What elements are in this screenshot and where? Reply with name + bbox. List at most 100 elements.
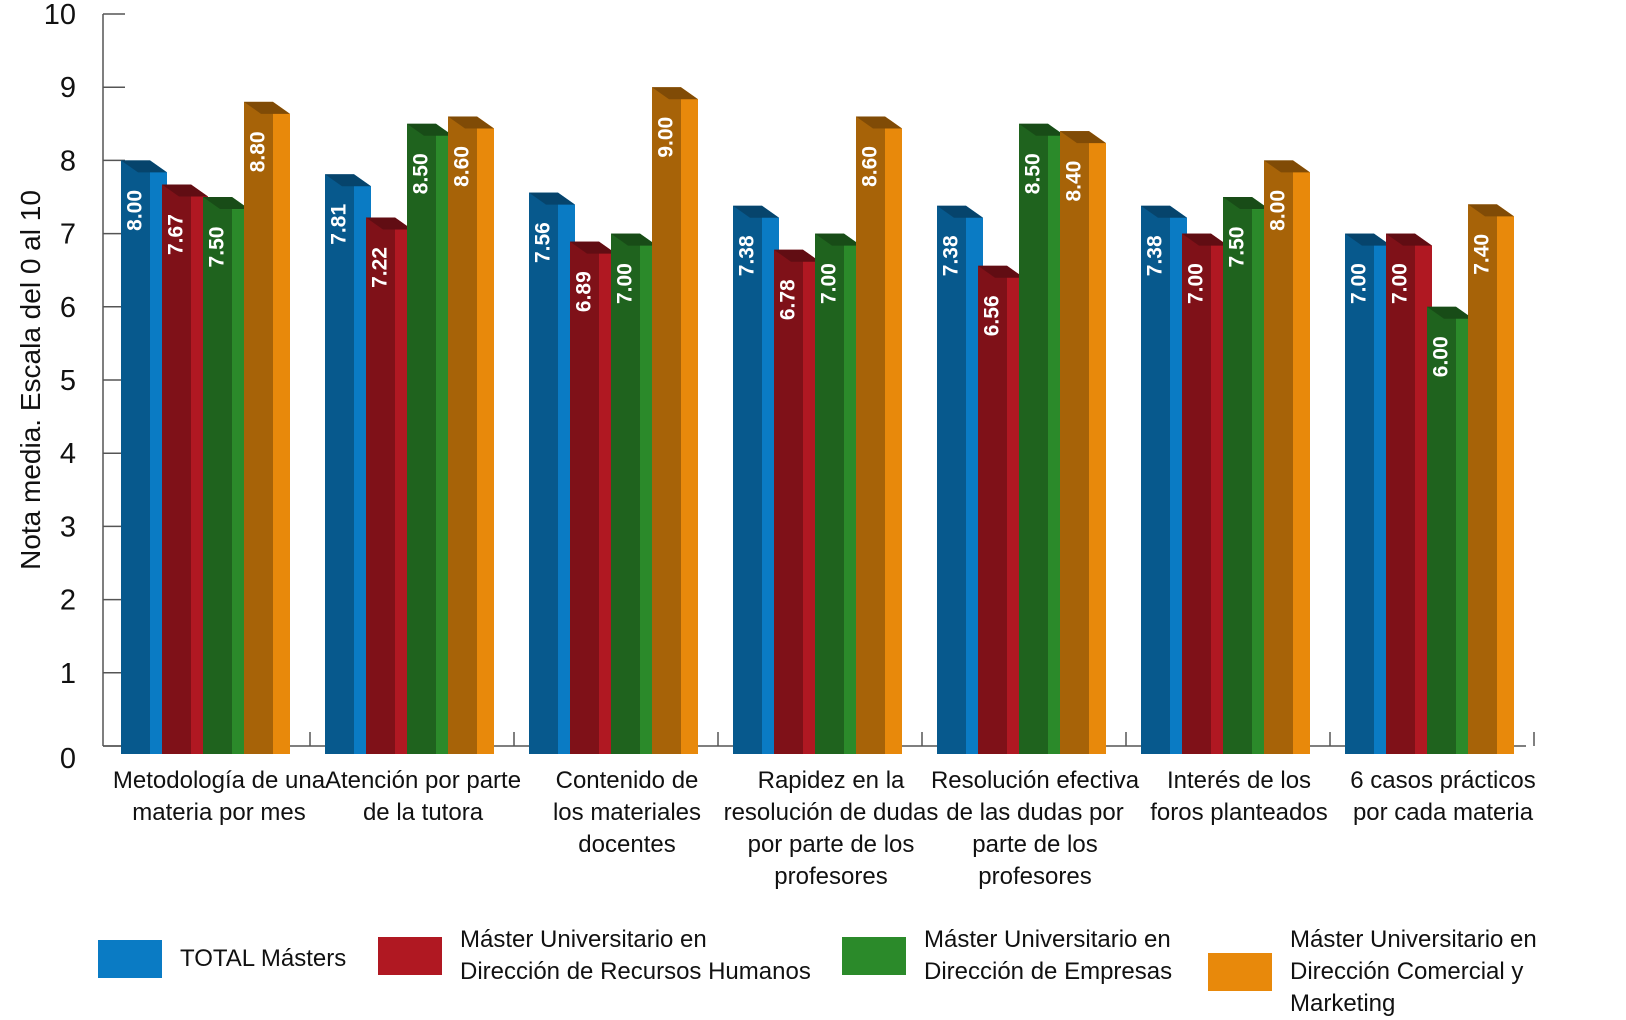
bar-value-label: 9.00 [655,117,678,158]
bar [1141,205,1187,754]
bar [774,249,820,755]
bar [1468,204,1514,754]
bar-front [978,265,1007,754]
bar-side [885,116,902,755]
bar-front [1141,205,1170,754]
bar-front [407,123,436,755]
bar-top [1182,233,1228,246]
legend-swatch-empresas [842,937,906,975]
bar-value-label: 7.38 [940,235,963,276]
bar-top [1345,233,1391,246]
bar-front [1223,197,1252,754]
bar-value-label: 7.22 [369,247,392,288]
bar-front [244,101,273,755]
bar [570,241,616,755]
legend-swatch-rrhh [378,937,442,975]
bar-value-label: 6.89 [573,271,596,312]
bar [366,217,412,755]
y-axis-title: Nota media. Escala del 0 al 10 [15,190,46,570]
bar-value-label: 7.00 [1389,263,1412,304]
bar-front [203,197,232,754]
bar-value-label: 8.00 [124,190,147,231]
bar-value-label: 7.00 [614,263,637,304]
legend-label-rrhh: Máster Universitario en Dirección de Rec… [460,926,811,985]
bar-front [774,249,803,755]
bar-top [611,233,657,246]
bar-top [1019,123,1065,136]
bar-value-label: 7.00 [1348,263,1371,304]
bar-front [121,160,150,754]
bar-front [652,87,681,754]
legend-label-marketing: Máster Universitario en Dirección Comerc… [1290,926,1537,1017]
x-category-label: de la tutora [363,799,484,826]
bar-front [529,192,558,754]
bar-front [1182,233,1211,755]
bar-value-label: 8.80 [247,131,270,172]
bar-top [1264,160,1310,173]
y-tick-label: 1 [60,658,76,690]
bar-top [978,265,1024,278]
bar-front [325,174,354,755]
bar-value-label: 7.56 [532,222,555,263]
bar-value-label: 8.60 [859,146,882,187]
bar-top [1141,205,1187,218]
y-tick-label: 3 [60,511,76,543]
bar-top [1427,306,1473,319]
legend-item-empresas: Máster Universitario en Dirección de Emp… [842,924,1172,988]
bar-value-label: 7.67 [165,214,188,255]
y-tick-label: 5 [60,365,76,397]
x-category-label: Contenido de [556,767,699,794]
bar-front [448,116,477,755]
bar-top [937,205,983,218]
bar-value-label: 8.50 [410,153,433,194]
bar [529,192,575,754]
y-tick-label: 7 [60,219,76,251]
bar-side [681,87,698,754]
x-category-label: foros planteados [1150,799,1327,826]
bar-top [652,87,698,100]
bar-top [162,184,208,197]
bar-value-label: 8.60 [451,146,474,187]
bar [1182,233,1228,755]
bar [407,123,453,755]
bar [448,116,494,755]
x-category-label: Metodología de una [113,767,326,794]
bar [1386,233,1432,755]
legend-swatch-total [98,940,162,978]
y-tick-label: 4 [60,438,76,470]
y-tick-label: 10 [44,0,76,31]
bar [1345,233,1391,755]
bar-front [1468,204,1497,754]
bar-top [856,116,902,129]
bar-top [733,205,779,218]
bar-front [937,205,966,754]
bar-value-label: 7.50 [1226,227,1249,268]
legend: TOTAL Másters Máster Universitario en Di… [0,926,1626,1017]
bar [856,116,902,755]
bar-top [1223,197,1269,209]
bar [244,101,290,755]
x-category-label: parte de los [972,831,1097,858]
legend-label-total: TOTAL Másters [180,945,347,972]
bar-front [611,233,640,755]
legend-label-empresas: Máster Universitario en Dirección de Emp… [924,926,1173,985]
x-category-label: docentes [578,831,675,858]
x-category-label: Atención por parte [325,767,521,794]
bar-side [1497,204,1514,754]
x-category-label: los materiales [553,799,701,826]
bar-value-label: 8.40 [1063,161,1086,202]
x-category-label: por parte de los [748,831,915,858]
bar-top [407,123,453,136]
bar [611,233,657,755]
x-category-label: profesores [774,863,887,890]
bar-value-label: 7.38 [736,235,759,276]
bar-top [244,101,290,114]
bar-front [815,233,844,755]
y-tick-label: 8 [60,145,76,177]
legend-swatch-marketing [1208,953,1272,991]
bar [937,205,983,754]
bar-front [366,217,395,755]
x-category-label: Rapidez en la [758,767,905,794]
y-tick-label: 0 [60,743,76,775]
